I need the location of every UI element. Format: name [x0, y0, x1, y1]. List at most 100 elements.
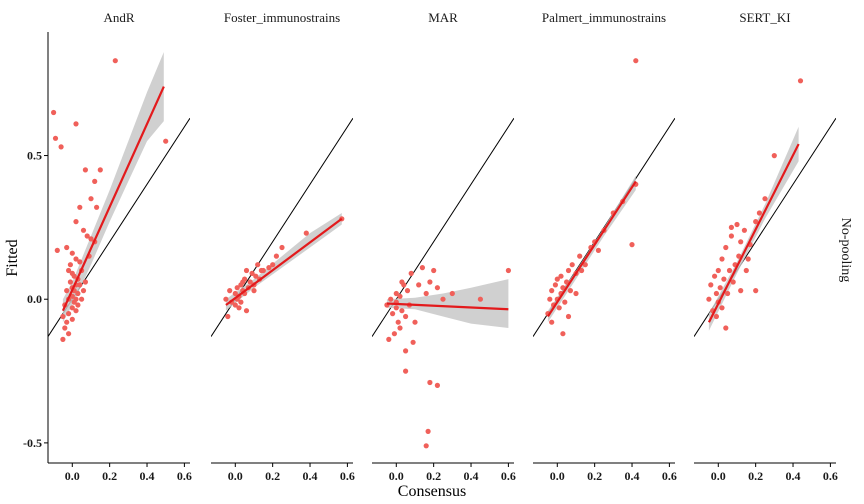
data-point [73, 308, 79, 314]
data-point [251, 288, 257, 294]
data-point [79, 296, 85, 302]
data-point [567, 288, 574, 294]
panel-plot-area [48, 52, 190, 342]
data-point [573, 290, 579, 297]
data-point [397, 325, 403, 331]
data-point [797, 78, 804, 84]
data-point [403, 348, 409, 354]
data-point [404, 288, 411, 294]
data-point [577, 253, 583, 259]
data-point [273, 253, 279, 259]
data-point [238, 299, 244, 305]
panels-layer: AndR 0.0 0.2 0.4 0.6 Foster_immunostrains 0.0 0… [48, 10, 838, 483]
data-point [75, 302, 81, 308]
data-point [753, 288, 759, 294]
data-point [67, 279, 73, 285]
data-point [564, 279, 570, 285]
data-point [410, 339, 416, 345]
panel-title: Foster_immunostrains [224, 10, 340, 25]
fit-line [225, 217, 343, 306]
y-axis: -0.5 0.0 0.5 [23, 32, 49, 463]
x-tick-label: 0.2 [426, 469, 441, 483]
data-point [52, 135, 59, 141]
x-tick-label: 0.6 [662, 469, 677, 483]
data-point [64, 319, 70, 325]
data-point [403, 368, 409, 374]
data-point [416, 282, 422, 288]
data-point [427, 279, 433, 285]
data-point [477, 296, 483, 302]
panel-sert-ki: SERT_KI 0.0 0.2 0.4 0.6 [694, 10, 838, 483]
confidence-ribbon [708, 126, 799, 331]
data-point [64, 244, 70, 251]
x-axis-title: Consensus [398, 483, 466, 500]
data-point [66, 267, 72, 274]
panel-andr: AndR 0.0 0.2 0.4 0.6 [48, 10, 192, 483]
data-point [279, 244, 285, 251]
data-point [243, 308, 250, 314]
data-point [734, 221, 740, 228]
x-tick-label: 0.6 [501, 469, 516, 483]
data-point [771, 153, 777, 159]
panel-title: AndR [103, 10, 134, 25]
x-tick-label: 0.6 [340, 469, 355, 483]
data-point [706, 296, 712, 302]
data-point [762, 196, 768, 202]
data-point [440, 296, 446, 302]
data-point [719, 305, 725, 311]
data-point [560, 285, 566, 291]
data-point [62, 325, 68, 331]
data-point [73, 121, 79, 127]
data-point [399, 308, 405, 314]
panel-title: SERT_KI [739, 10, 790, 25]
x-tick-label: 0.0 [711, 469, 726, 483]
data-point [725, 290, 731, 297]
data-point [80, 288, 87, 294]
data-point [58, 144, 64, 150]
data-point [112, 58, 118, 64]
data-point [69, 305, 75, 311]
data-point [629, 242, 635, 248]
data-point [562, 299, 568, 305]
data-point [579, 267, 585, 274]
data-point [728, 233, 735, 239]
data-point [390, 311, 396, 317]
data-point [71, 299, 77, 305]
data-point [715, 267, 721, 274]
data-point [77, 282, 83, 288]
data-point [80, 227, 87, 233]
data-point [270, 262, 276, 268]
y-tick-label: -0.5 [23, 436, 42, 450]
fit-line [547, 180, 637, 318]
data-point [558, 273, 564, 279]
x-tick-label: 0.4 [140, 469, 155, 483]
data-point [425, 428, 431, 434]
data-point [388, 296, 394, 302]
panel-foster-immunostrains: Foster_immunostrains 0.0 0.2 0.4 0.6 [211, 10, 355, 483]
x-tick-label: 0.0 [65, 469, 80, 483]
x-tick-label: 0.6 [823, 469, 838, 483]
data-point [723, 325, 729, 331]
x-tick-label: 0.4 [303, 469, 318, 483]
y-axis-title: Fitted [4, 239, 21, 276]
data-point [717, 285, 723, 291]
data-point [253, 273, 259, 279]
data-point [82, 167, 88, 173]
panel-palmert-immunostrains: Palmert_immunostrains 0.0 0.2 0.4 0.6 [533, 10, 677, 483]
data-point [223, 296, 229, 302]
data-point [163, 138, 169, 144]
panel-plot-area [211, 117, 353, 337]
data-point [64, 288, 70, 294]
data-point [712, 273, 718, 279]
panel-title: MAR [428, 10, 458, 25]
data-point [393, 305, 399, 311]
data-point [549, 288, 555, 294]
data-point [423, 443, 429, 449]
data-point [743, 267, 749, 274]
data-point [412, 319, 418, 325]
data-point [549, 319, 555, 325]
data-point [434, 382, 440, 388]
data-point [399, 279, 405, 285]
data-point [51, 109, 57, 116]
